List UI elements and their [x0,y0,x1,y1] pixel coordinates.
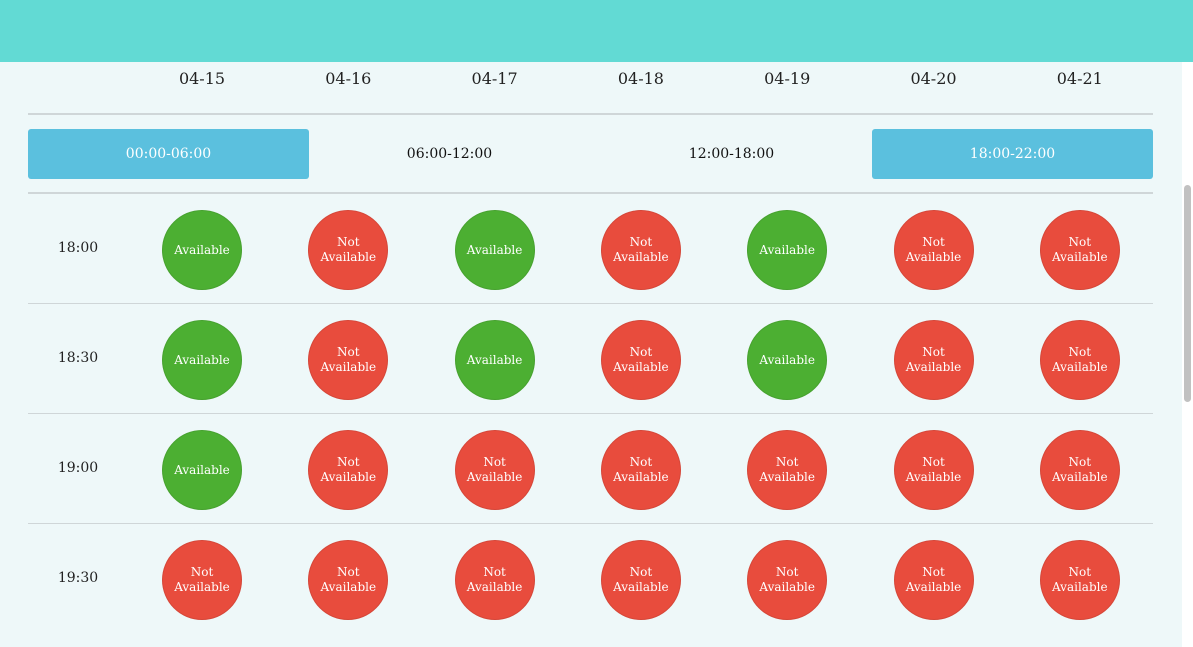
slot-status-label: Not Available [320,455,377,484]
row-time-label: 18:00 [57,240,99,256]
slot-unavailable-button[interactable]: Not Available [600,540,681,620]
slot-unavailable-button[interactable]: Not Available [600,320,681,400]
slot-unavailable-button[interactable]: Not Available [162,540,242,620]
time-range-tab[interactable]: 18:00-22:00 [872,129,1153,179]
time-slot-row: 19:00 Available Not Available Not Available… [28,414,1153,524]
date-column-header: 04-20 [910,69,957,88]
slot-status-label: Not Available [613,455,669,484]
time-slot-row: 18:30 Available Not Available Available Not … [28,304,1153,414]
date-column-header: 04-17 [471,69,518,88]
range-divider [28,192,1153,194]
slot-status-label: Not Available [905,235,962,264]
slot-unavailable-button[interactable]: Not Available [747,430,828,510]
slot-unavailable-button[interactable]: Not Available [1039,430,1120,510]
slot-status-label: Not Available [320,345,377,374]
slot-unavailable-button[interactable]: Not Available [600,210,681,290]
slot-status-label: Not Available [466,455,523,484]
date-header: 04-15 04-16 04-17 04-18 04-19 04-20 04-21 [28,62,1153,115]
time-range-tab[interactable]: 00:00-06:00 [28,129,309,179]
slot-unavailable-button[interactable]: Not Available [893,430,974,510]
scrollbar-thumb[interactable] [1184,185,1191,402]
date-column-header: 04-19 [764,69,811,88]
slot-unavailable-button[interactable]: Not Available [1039,540,1120,620]
date-column-header: 04-15 [178,69,226,88]
date-column-header: 04-16 [325,69,372,88]
row-divider [28,523,1153,524]
slot-unavailable-button[interactable]: Not Available [600,430,681,510]
row-time-label: 19:00 [57,460,99,476]
slot-status-label: Available [174,462,230,477]
slot-unavailable-button[interactable]: Not Available [1039,210,1120,290]
row-time-label: 19:30 [57,570,99,586]
slot-status-label: Not Available [466,565,523,594]
slot-available-button[interactable]: Available [162,320,242,400]
slot-status-label: Not Available [905,345,962,374]
slot-unavailable-button[interactable]: Not Available [454,430,535,510]
slot-status-label: Not Available [320,235,377,264]
top-header-bar [0,0,1193,62]
slot-available-button[interactable]: Available [454,210,535,290]
slot-status-label: Not Available [613,345,669,374]
slot-status-label: Available [759,352,815,367]
slot-available-button[interactable]: Available [162,430,242,510]
time-slot-row: 18:00 Available Not Available Available Not … [28,194,1153,304]
slot-unavailable-button[interactable]: Not Available [308,210,389,290]
slot-status-label: Not Available [905,455,962,484]
slot-available-button[interactable]: Available [454,320,535,400]
slot-status-label: Available [466,352,523,367]
slot-unavailable-button[interactable]: Not Available [308,540,389,620]
time-range-selector: 00:00-06:00 06:00-12:00 12:00-18:00 18:00-2… [28,129,1153,179]
slot-status-label: Available [174,352,230,367]
slot-unavailable-button[interactable]: Not Available [893,540,974,620]
slot-status-label: Not Available [1052,455,1108,484]
slot-status-label: Available [759,242,815,257]
slot-unavailable-button[interactable]: Not Available [454,540,535,620]
slot-status-label: Not Available [613,565,669,594]
row-divider [28,413,1153,414]
slot-status-label: Not Available [1052,235,1108,264]
slot-available-button[interactable]: Available [747,320,828,400]
slot-unavailable-button[interactable]: Not Available [308,320,389,400]
date-column-header: 04-18 [617,69,664,88]
time-range-tab[interactable]: 12:00-18:00 [688,146,775,162]
row-time-label: 18:30 [57,350,99,366]
slot-status-label: Not Available [613,235,669,264]
slot-status-label: Not Available [1052,565,1108,594]
slot-status-label: Not Available [759,565,815,594]
slot-unavailable-button[interactable]: Not Available [308,430,389,510]
slot-available-button[interactable]: Available [747,210,828,290]
time-slot-row: 19:30 Not Available Not Available Not Avail… [28,524,1153,634]
date-column-header: 04-21 [1056,69,1103,88]
slot-status-label: Not Available [759,455,815,484]
slot-available-button[interactable]: Available [162,210,242,290]
time-range-tab[interactable]: 06:00-12:00 [406,146,493,162]
slot-status-label: Available [174,242,230,257]
slot-unavailable-button[interactable]: Not Available [893,210,974,290]
slot-unavailable-button[interactable]: Not Available [1039,320,1120,400]
slot-unavailable-button[interactable]: Not Available [893,320,974,400]
slot-status-label: Not Available [905,565,962,594]
slot-status-label: Available [466,242,523,257]
slot-unavailable-button[interactable]: Not Available [747,540,828,620]
row-divider [28,303,1153,304]
slot-status-label: Not Available [174,565,230,594]
slot-status-label: Not Available [1052,345,1108,374]
slot-status-label: Not Available [320,565,377,594]
